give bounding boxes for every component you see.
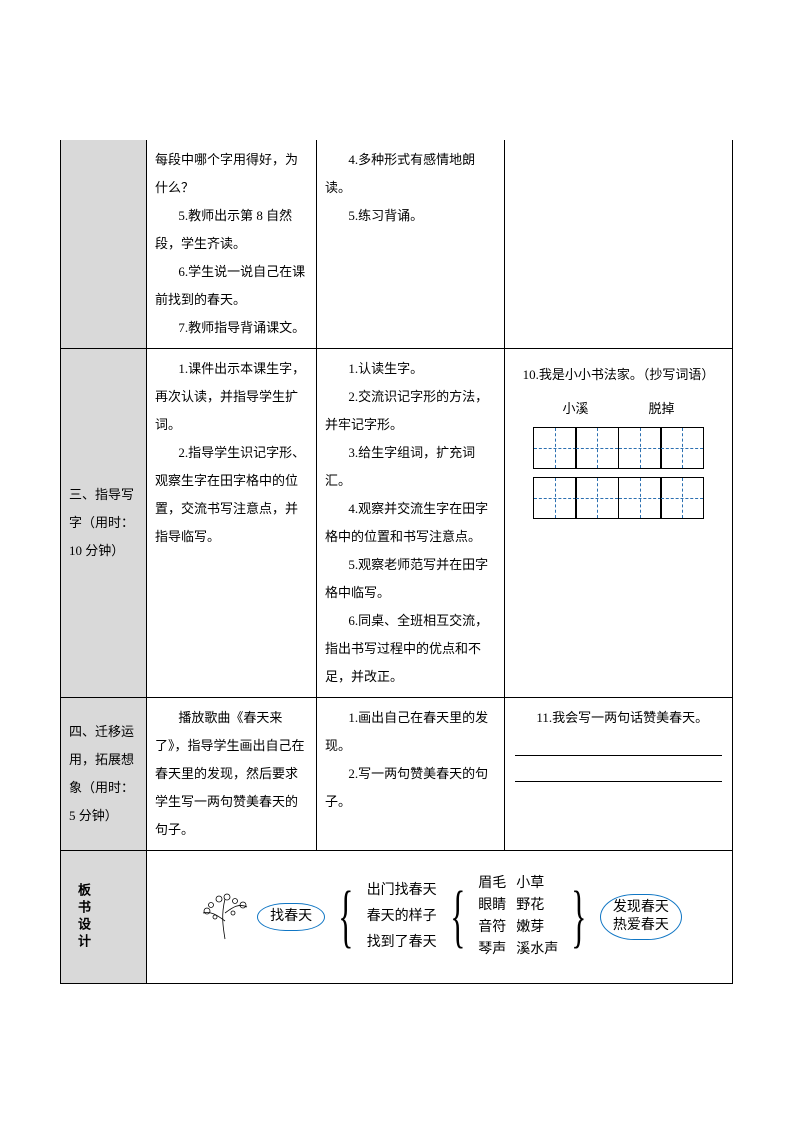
tianzige-cell [533,477,577,519]
tianzige-cell [660,477,704,519]
text: 5.教师出示第 8 自然段，学生齐读。 [155,202,308,258]
text: 四、迁移运用，拓展想象（用时：5 分钟） [69,724,134,823]
tianzige-cell [618,477,662,519]
brace-icon: { [572,882,587,952]
text: 5.练习背诵。 [325,202,496,230]
row-head-board: 板书设计 [61,851,147,984]
text: 6.学生说一说自己在课前找到的春天。 [155,258,308,314]
phrase: 出门找春天 [367,882,437,900]
text: 3.给生字组词，扩充词汇。 [325,439,496,495]
word-label: 小溪 [562,395,588,423]
word-label: 脱掉 [649,395,675,423]
blossom-icon [197,891,253,943]
board-design-label: 板书设计 [69,883,97,951]
table-row: 四、迁移运用，拓展想象（用时：5 分钟） 播放歌曲《春天来了》，指导学生画出自己… [61,698,733,851]
text: 2.写一两句赞美春天的句子。 [325,760,496,816]
bubble-love-spring: 发现春天 热爱春天 [600,894,682,940]
cell-r1c2: 每段中哪个字用得好，为什么？ 5.教师出示第 8 自然段，学生齐读。 6.学生说… [147,140,317,349]
cell-r2c4: 10.我是小小书法家。（抄写词语） 小溪 脱掉 [505,349,733,698]
line: 热爱春天 [613,918,669,933]
text: 5.观察老师范写并在田字格中临写。 [325,551,496,607]
cell-r2c3: 1.认读生字。 2.交流识记字形的方法，并牢记字形。 3.给生字组词，扩充词汇。… [317,349,505,698]
practice-title: 10.我是小小书法家。（抄写词语） [513,361,724,389]
brace-icon: { [450,882,465,952]
board-design-cell: 找春天 { 出门找春天 春天的样子 找到了春天 { 眉毛 小草 眼睛 野花 音符… [147,851,733,984]
text: 1.画出自己在春天里的发现。 [325,704,496,760]
cell-r3c2: 播放歌曲《春天来了》，指导学生画出自己在春天里的发现，然后要求学生写一两句赞美春… [147,698,317,851]
phrase: 找到了春天 [367,934,437,952]
text: 三、指导写字（用时：10 分钟） [69,487,134,558]
word: 嫩芽 [516,919,558,937]
table-row: 三、指导写字（用时：10 分钟） 1.课件出示本课生字，再次认读，并指导学生扩词… [61,349,733,698]
lesson-table: 每段中哪个字用得好，为什么？ 5.教师出示第 8 自然段，学生齐读。 6.学生说… [60,140,733,984]
text: 1.课件出示本课生字，再次认读，并指导学生扩词。 [155,355,308,439]
tianzige-cell [575,477,619,519]
word: 小草 [516,875,558,893]
row-head-4: 四、迁移运用，拓展想象（用时：5 分钟） [61,698,147,851]
text: 2.指导学生识记字形、观察生字在田字格中的位置，交流书写注意点，并指导临写。 [155,439,308,551]
tianzige-row [513,427,724,469]
tianzige-cell [575,427,619,469]
phrase: 春天的样子 [367,908,437,926]
writing-practice: 10.我是小小书法家。（抄写词语） 小溪 脱掉 [513,355,724,519]
row-head-3: 三、指导写字（用时：10 分钟） [61,349,147,698]
tianzige-cell [618,427,662,469]
row-head-blank [61,140,147,349]
text: 4.观察并交流生字在田字格中的位置和书写注意点。 [325,495,496,551]
write-line [515,760,722,782]
phrase-column: 出门找春天 春天的样子 找到了春天 [367,882,437,952]
bubble-find-spring: 找春天 [257,903,325,931]
cell-r3c3: 1.画出自己在春天里的发现。 2.写一两句赞美春天的句子。 [317,698,505,851]
word-grid: 眉毛 小草 眼睛 野花 音符 嫩芽 琴声 溪水声 [478,875,558,959]
word: 琴声 [478,941,506,959]
cell-r1c3: 4.多种形式有感情地朗读。 5.练习背诵。 [317,140,505,349]
text: 7.教师指导背诵课文。 [155,314,308,342]
text: 2.交流识记字形的方法，并牢记字形。 [325,383,496,439]
tianzige-row [513,477,724,519]
tianzige-cell [660,427,704,469]
text: 6.同桌、全班相互交流，指出书写过程中的优点和不足，并改正。 [325,607,496,691]
word: 溪水声 [516,941,558,959]
write-line [515,734,722,756]
tianzige-cell [533,427,577,469]
word: 眉毛 [478,875,506,893]
line: 发现春天 [613,900,669,915]
text: 1.认读生字。 [325,355,496,383]
word: 眼睛 [478,897,506,915]
board-diagram: 找春天 { 出门找春天 春天的样子 找到了春天 { 眉毛 小草 眼睛 野花 音符… [155,857,724,977]
sentence-title: 11.我会写一两句话赞美春天。 [513,704,724,732]
text: 4.多种形式有感情地朗读。 [325,146,496,202]
table-row: 板书设计 [61,851,733,984]
brace-icon: { [338,882,353,952]
table-row: 每段中哪个字用得好，为什么？ 5.教师出示第 8 自然段，学生齐读。 6.学生说… [61,140,733,349]
word: 音符 [478,919,506,937]
cell-r1c4 [505,140,733,349]
text: 播放歌曲《春天来了》，指导学生画出自己在春天里的发现，然后要求学生写一两句赞美春… [155,704,308,844]
word: 野花 [516,897,558,915]
text: 每段中哪个字用得好，为什么？ [155,152,298,195]
cell-r2c2: 1.课件出示本课生字，再次认读，并指导学生扩词。 2.指导学生识记字形、观察生字… [147,349,317,698]
cell-r3c4: 11.我会写一两句话赞美春天。 [505,698,733,851]
